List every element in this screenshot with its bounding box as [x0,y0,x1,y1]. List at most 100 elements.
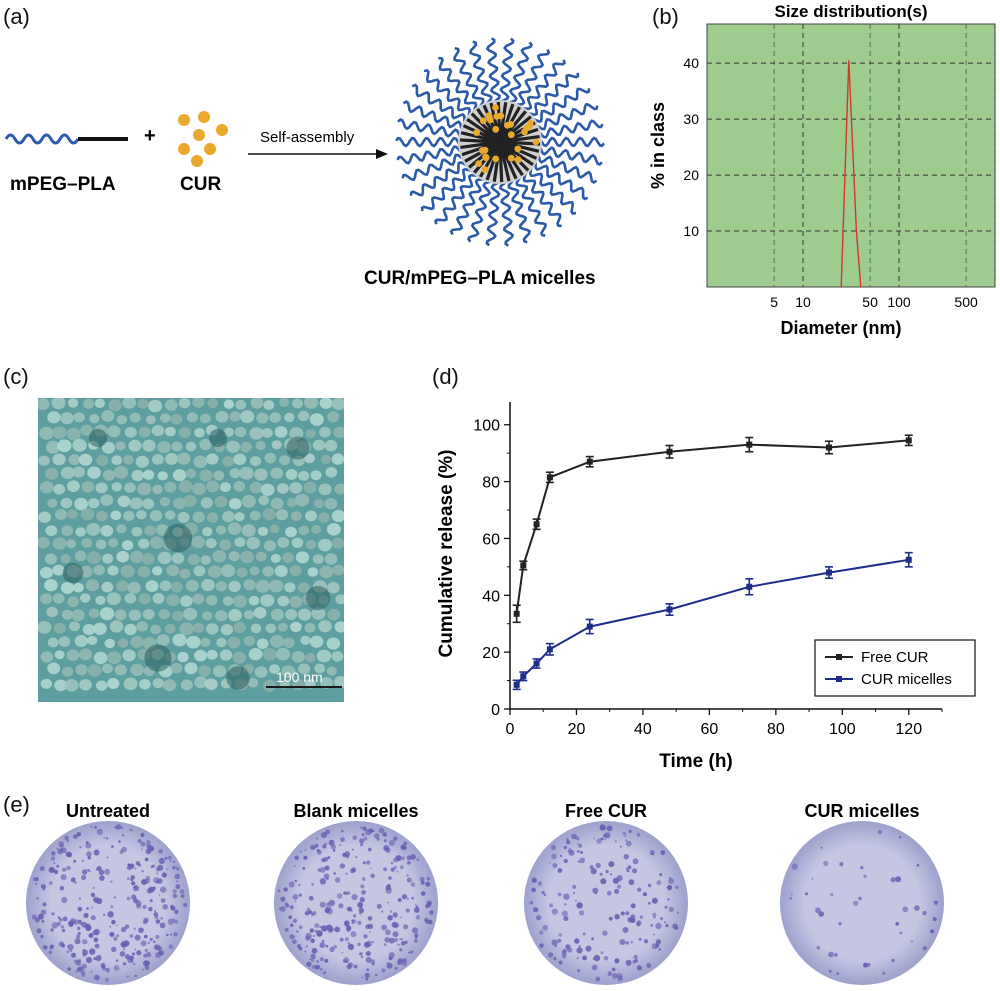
colony [394,938,399,942]
colony [131,952,136,956]
colony [666,885,673,891]
colony [531,877,537,883]
loaded-cur-dot [514,145,522,153]
colony [577,860,580,863]
colony [647,901,651,905]
colony [280,896,286,902]
colony [34,877,39,882]
colony [105,837,109,840]
micelle-particle [62,666,74,677]
colony [150,865,153,868]
colony [401,940,406,946]
micelle-particle [274,426,288,438]
colony [81,859,84,862]
micelle-particle [79,648,93,661]
micelle-particle [88,608,100,619]
peg-corona-chain [469,40,493,107]
micelle-particle [172,633,187,647]
micelle-particle [234,512,245,522]
micelle-particle [151,454,164,465]
micelle-particle [227,522,242,535]
colony [575,836,580,841]
colony [351,867,357,873]
data-point [746,583,753,590]
micelle-particle [321,454,331,464]
colony [574,938,580,944]
colony [129,934,134,938]
x-tick-label: 50 [862,294,878,310]
loaded-cur-dot [514,156,522,164]
colony [117,827,120,830]
y-tick-label: 80 [482,475,500,492]
colony [126,896,131,901]
colony [98,869,105,876]
micelle-particle [78,453,93,466]
data-point [826,444,833,451]
micelle-particle [75,527,86,537]
colony [129,955,134,961]
colony [537,881,543,886]
colony [113,896,116,899]
micelle-particle [164,623,176,634]
micelle-particle [254,666,268,678]
colony [304,950,307,953]
colony [107,911,114,918]
micelle-particle [178,480,193,493]
micelle-particle [111,455,123,466]
colony [361,976,364,979]
colony [48,881,53,885]
micelle-particle [45,467,59,480]
colony [627,865,632,870]
micelle-particle [96,455,109,466]
colony [362,826,367,831]
peg-corona-chain [401,153,467,182]
micelle-particle [192,482,206,495]
micelle-particle [104,638,116,649]
micelle-particle [60,412,74,425]
micelle-particle [40,678,53,689]
colony [664,921,666,924]
x-tick-label: 5 [770,294,778,310]
micelle-particle [157,441,171,454]
colony [76,934,81,939]
colony [73,859,77,863]
colony [126,865,132,871]
colony [34,917,40,923]
colony [76,832,82,837]
colony [78,959,81,962]
colony [146,840,151,845]
colony [554,944,557,948]
micelle-particle [87,664,102,677]
colony [42,902,47,907]
product-label: CUR/mPEG–PLA micelles [364,268,596,289]
micelle-particle [102,469,116,481]
colony [622,927,629,933]
micelle-particle [114,609,127,621]
micelle-particle [66,427,81,441]
colony [420,891,426,896]
micelle-particle [331,398,344,411]
colony [174,909,179,914]
micelle-particle [52,453,66,466]
colony [608,916,613,921]
micelle-particle [130,635,144,648]
micelle-particle [143,469,155,480]
colony [123,948,126,951]
colony [319,957,324,962]
colony [319,967,323,971]
micelle-particle [108,538,119,548]
colony [114,825,118,830]
colony [148,906,153,912]
colony [311,883,314,886]
micelle-particle [314,498,325,509]
colony [131,960,134,963]
colony [90,892,96,898]
colony [56,921,61,926]
colony [71,952,76,958]
micelle-icon [394,37,606,247]
size-distribution-chart: 10 20 30 40 5 10 50 100 500 Size distribution(s) D… [648,2,996,338]
micelle-particle [254,468,268,481]
colony [120,826,124,830]
plate-title: CUR micelles [804,801,919,821]
micelle-particle [47,662,61,675]
